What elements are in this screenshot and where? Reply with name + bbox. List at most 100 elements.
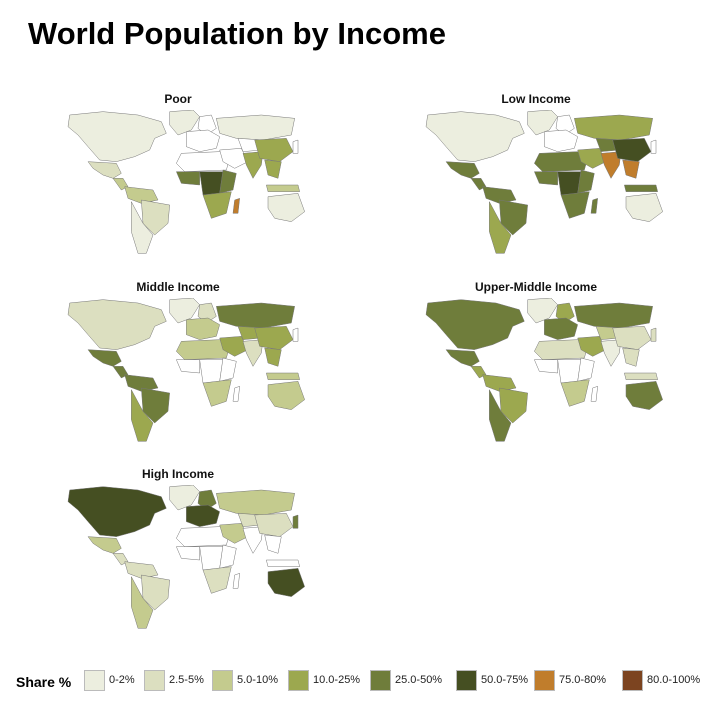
region-indonesia — [624, 184, 658, 192]
region-australia — [625, 381, 663, 410]
legend-swatch — [456, 670, 477, 691]
legend-label: 2.5-5% — [169, 674, 204, 686]
region-china — [254, 138, 294, 162]
region-madagascar — [232, 197, 240, 214]
legend-swatch — [288, 670, 309, 691]
region-west-africa — [533, 171, 558, 186]
panel-title: Low Income — [501, 92, 571, 106]
panel-title: Poor — [164, 92, 192, 106]
region-australia — [267, 193, 305, 222]
region-greenland — [169, 485, 200, 511]
choropleth-map — [67, 485, 305, 629]
region-russia — [574, 302, 653, 329]
region-central-america — [470, 366, 487, 379]
region-indonesia — [266, 372, 300, 380]
region-west-africa — [175, 359, 200, 374]
region-north-africa — [176, 526, 230, 547]
choropleth-map — [67, 298, 305, 442]
region-brazil — [141, 199, 170, 236]
region-madagascar — [232, 385, 240, 402]
legend-swatch — [370, 670, 391, 691]
region-japan — [292, 327, 299, 342]
region-east-africa — [219, 169, 237, 194]
region-mexico — [87, 349, 122, 367]
region-east-africa — [577, 357, 595, 382]
region-europe — [544, 317, 578, 340]
region-north-america — [425, 299, 525, 350]
region-indonesia — [624, 372, 658, 380]
region-greenland — [169, 110, 200, 136]
region-north-america — [67, 299, 167, 350]
legend-label: 50.0-75% — [481, 674, 529, 686]
region-southeast-asia — [264, 347, 282, 367]
region-south-america-south — [131, 576, 154, 629]
region-greenland — [169, 298, 200, 324]
region-japan — [292, 514, 299, 529]
region-southern-africa — [560, 379, 590, 407]
region-japan — [650, 139, 657, 154]
legend-label: 75.0-80% — [559, 674, 607, 686]
region-central-africa — [557, 359, 582, 384]
legend-label: 5.0-10% — [237, 674, 278, 686]
legend-swatch — [534, 670, 555, 691]
region-north-africa — [534, 151, 588, 172]
map-panel-3: Middle Income — [28, 280, 328, 455]
legend: Share % 0-2% 2.5-5% 5.0-10% 10.0-25% 25.0-50… — [16, 668, 716, 694]
choropleth-map — [425, 110, 663, 254]
region-north-america — [67, 111, 167, 162]
region-middle-east — [577, 148, 607, 169]
region-madagascar — [590, 385, 598, 402]
region-south-america-south — [489, 389, 512, 442]
region-australia — [267, 568, 305, 597]
region-central-africa — [199, 171, 224, 196]
region-north-africa — [176, 151, 230, 172]
legend-swatch — [622, 670, 643, 691]
region-middle-east — [219, 336, 249, 357]
region-southeast-asia — [622, 347, 640, 367]
region-brazil — [141, 574, 170, 611]
region-east-africa — [577, 169, 595, 194]
region-north-america — [425, 111, 525, 162]
region-europe — [186, 129, 220, 152]
region-mexico — [87, 161, 122, 179]
region-mexico — [445, 349, 480, 367]
map-panel-1: Poor — [28, 92, 328, 267]
region-west-africa — [175, 171, 200, 186]
region-southeast-asia — [264, 159, 282, 179]
region-china — [612, 326, 652, 350]
region-china — [254, 513, 294, 537]
region-madagascar — [232, 572, 240, 589]
region-russia — [216, 489, 295, 516]
region-brazil — [141, 387, 170, 424]
region-middle-east — [219, 523, 249, 544]
region-central-africa — [199, 359, 224, 384]
region-central-africa — [199, 546, 224, 571]
region-madagascar — [590, 197, 598, 214]
region-west-africa — [533, 359, 558, 374]
region-middle-east — [219, 148, 249, 169]
region-greenland — [527, 298, 558, 324]
region-russia — [574, 114, 653, 141]
legend-swatch — [84, 670, 105, 691]
region-central-africa — [557, 171, 582, 196]
region-south-america-south — [489, 201, 512, 254]
map-panel-4: Upper-Middle Income — [386, 280, 686, 455]
choropleth-map — [425, 298, 663, 442]
region-central-america — [112, 553, 129, 566]
region-greenland — [527, 110, 558, 136]
chart-title: World Population by Income — [28, 16, 446, 51]
legend-swatch — [212, 670, 233, 691]
region-south-america-south — [131, 389, 154, 442]
region-southern-africa — [202, 191, 232, 219]
region-russia — [216, 114, 295, 141]
region-indonesia — [266, 184, 300, 192]
region-south-america-south — [131, 201, 154, 254]
legend-label: 80.0-100% — [647, 674, 701, 686]
region-north-africa — [176, 339, 230, 360]
region-brazil — [499, 199, 528, 236]
legend-title: Share % — [16, 674, 72, 690]
region-north-america — [67, 486, 167, 537]
region-europe — [186, 317, 220, 340]
legend-swatch — [144, 670, 165, 691]
region-east-africa — [219, 357, 237, 382]
